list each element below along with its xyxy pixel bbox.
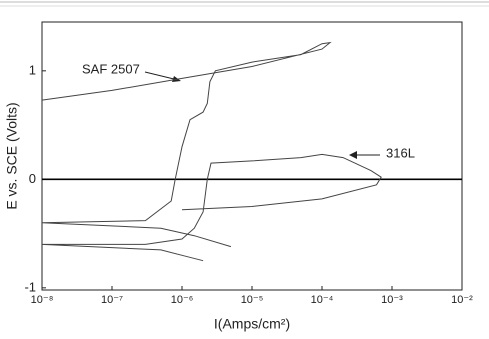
y-tick-label: 0 [29, 171, 36, 186]
x-tick-label: 10⁻³ [381, 294, 403, 306]
x-tick-label: 10⁻⁸ [31, 294, 54, 306]
x-axis-title: I(Amps/cm²) [214, 316, 290, 332]
annotation: 316L [386, 145, 415, 160]
x-tick-label: 10⁻⁴ [311, 294, 334, 306]
y-axis-title: E vs. SCE (Volts) [4, 102, 20, 209]
x-tick-label: 10⁻⁶ [171, 294, 194, 306]
arrow-head [349, 151, 357, 159]
series-line [41, 153, 382, 262]
series-line [41, 41, 332, 248]
x-tick-label: 10⁻⁵ [241, 294, 264, 306]
x-tick-label: 10⁻⁷ [101, 294, 123, 306]
y-tick-label: -1 [24, 279, 36, 294]
annotation-arrow [144, 71, 179, 81]
y-tick-label: 1 [29, 62, 36, 77]
x-tick-label: 10⁻² [451, 294, 473, 306]
annotation: SAF 2507 [82, 61, 140, 76]
